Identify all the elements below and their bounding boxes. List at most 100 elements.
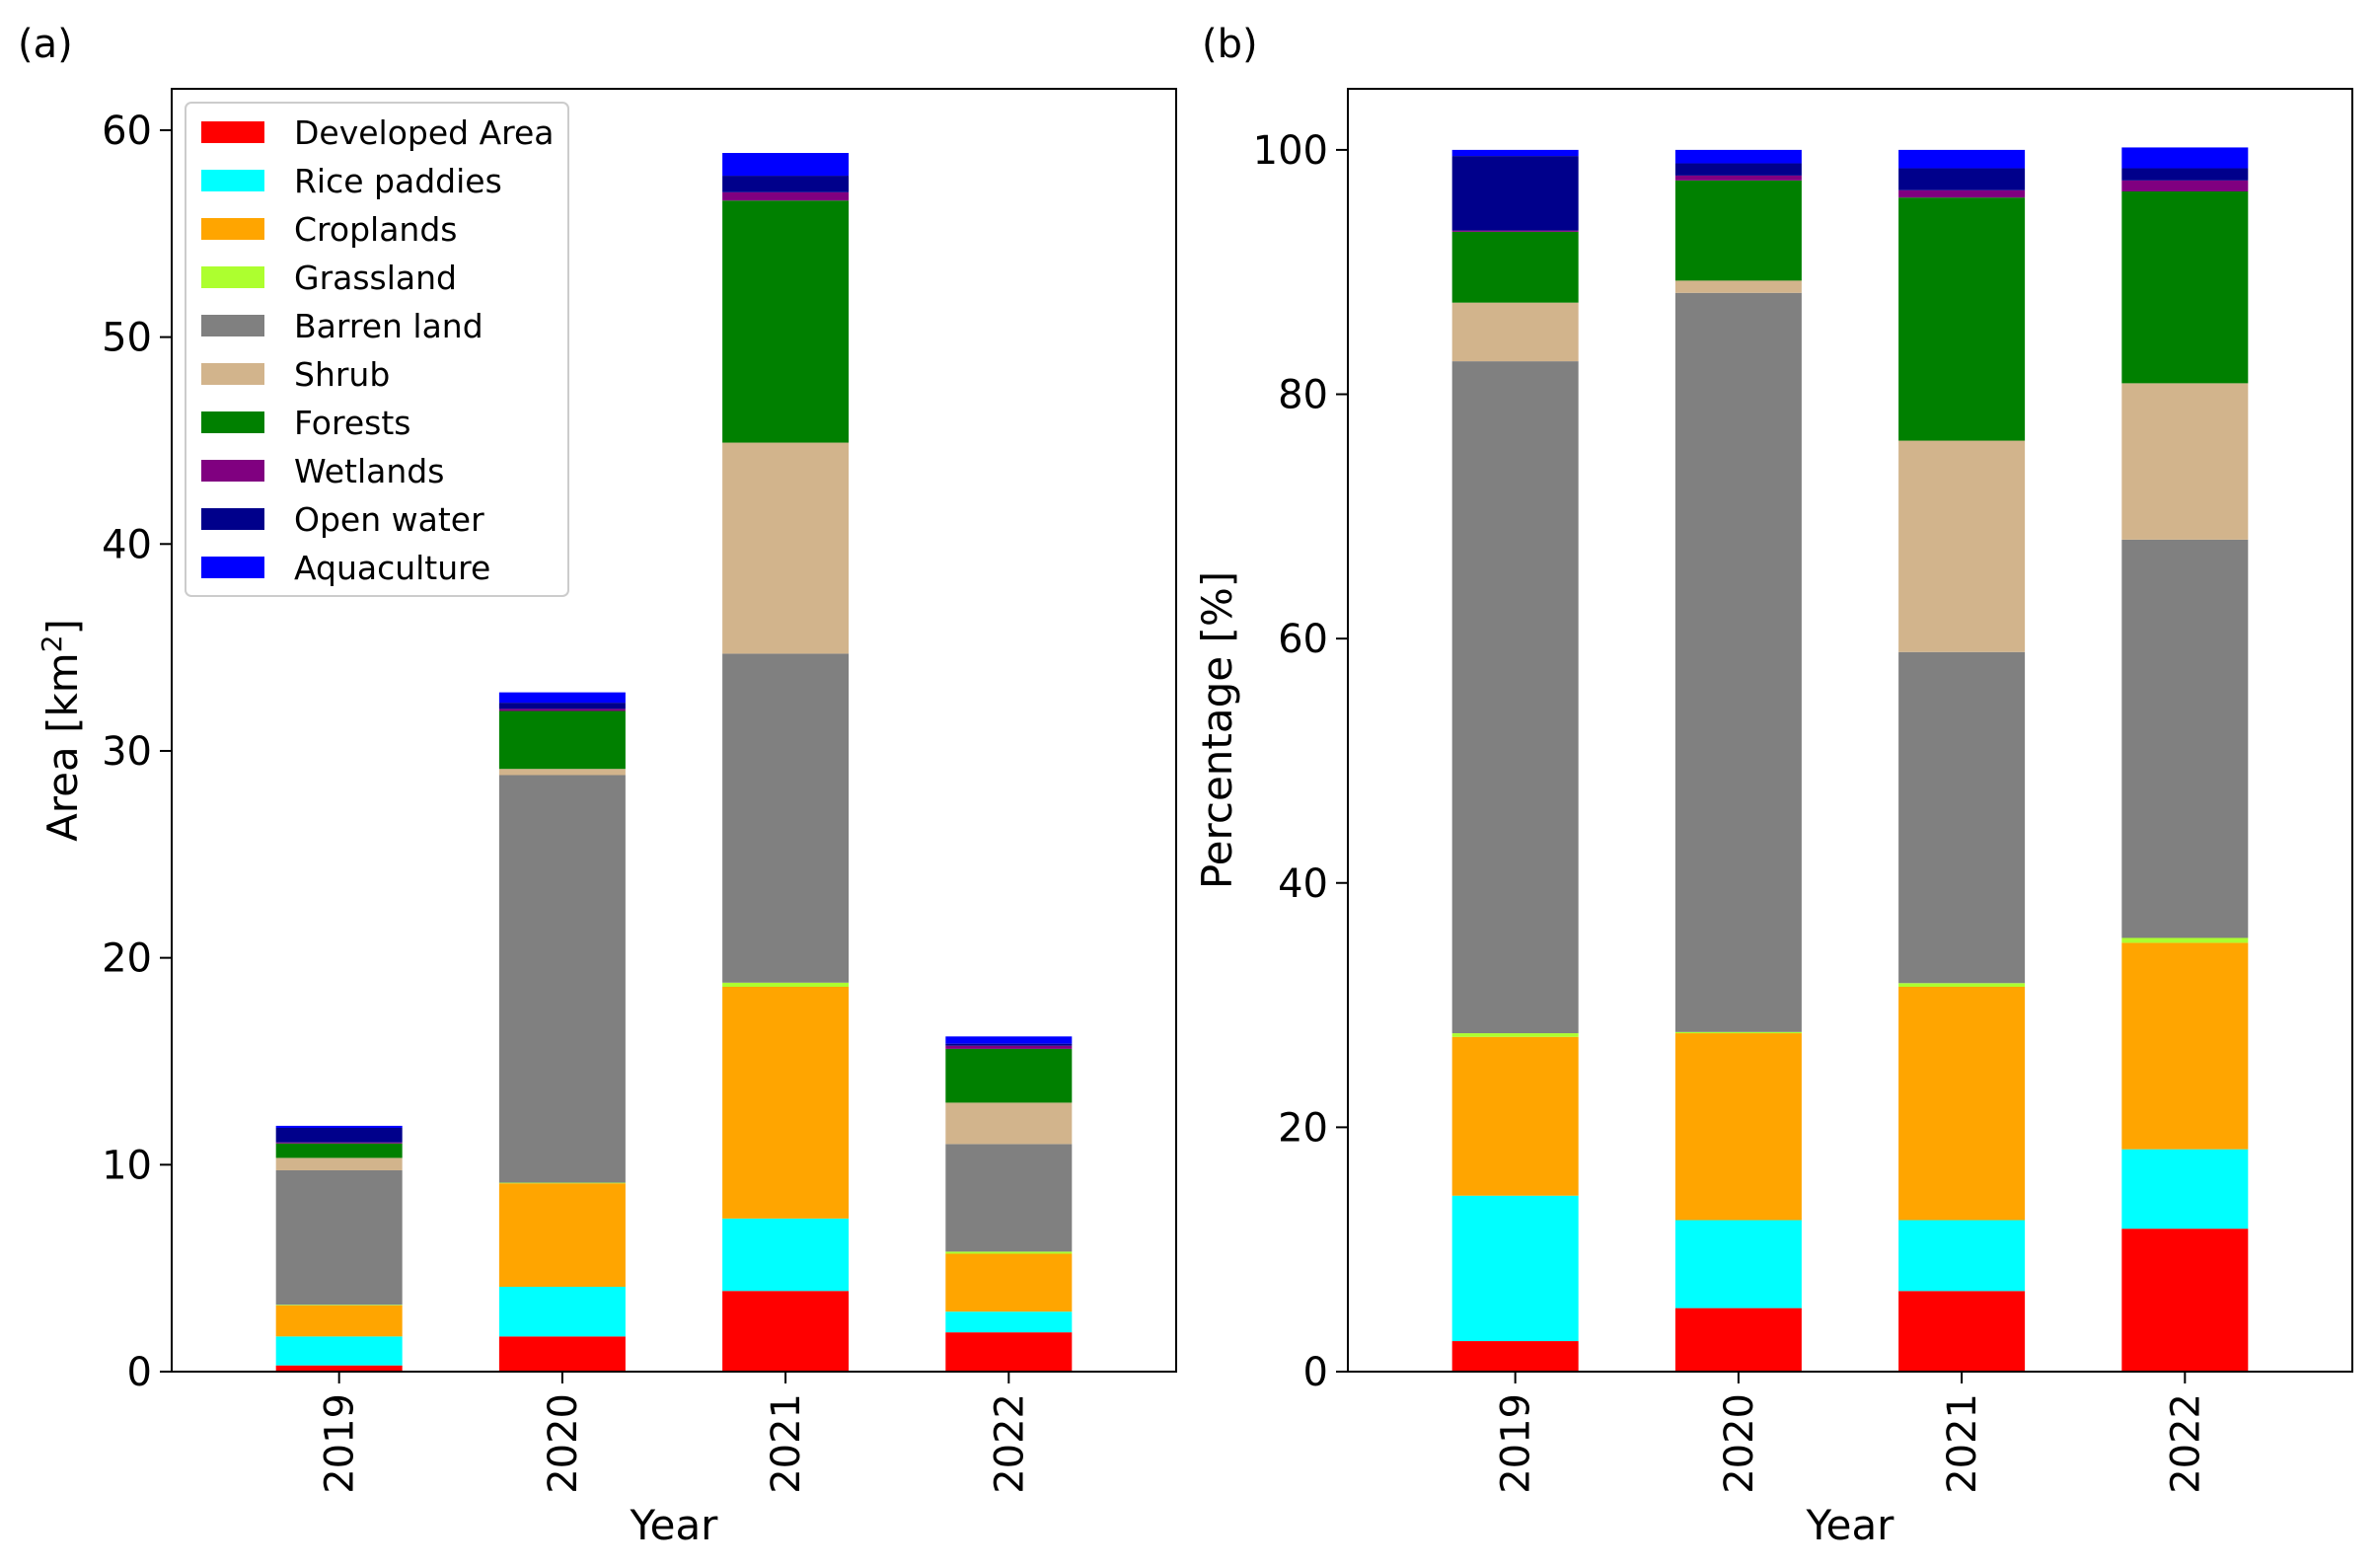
bar-a-2021-developed-area	[722, 1291, 850, 1372]
panel-label-a: (a)	[18, 22, 73, 67]
x-tick-label-a-2020: 2020	[541, 1393, 586, 1494]
bar-b-2019-open-water	[1451, 156, 1579, 231]
panel-label-b: (b)	[1202, 22, 1258, 67]
legend-label-rice-paddies: Rice paddies	[294, 162, 502, 200]
legend-swatch-barren-land	[201, 315, 264, 336]
y-tick-label-b-60: 60	[1278, 617, 1328, 662]
legend-swatch-wetlands	[201, 460, 264, 482]
y-tick-label-a-40: 40	[102, 522, 152, 567]
bar-b-2021-grassland	[1898, 983, 2026, 987]
bar-b-2020-shrub	[1674, 280, 1802, 293]
x-tick-label-a-2021: 2021	[764, 1393, 809, 1494]
bar-a-2020-barren-land	[498, 775, 626, 1183]
bar-b-2020-grassland	[1674, 1031, 1802, 1034]
legend-swatch-shrub	[201, 363, 264, 385]
y-tick-label-a-0: 0	[127, 1350, 152, 1395]
x-tick-label-b-2020: 2020	[1717, 1393, 1762, 1494]
bar-a-2022-croplands	[945, 1253, 1073, 1312]
bar-b-2022-wetlands	[2121, 180, 2249, 191]
bar-a-2020-forests	[498, 710, 626, 770]
legend-items: Developed Area Rice paddies Croplands Grass…	[201, 113, 555, 587]
bar-a-2021-forests	[722, 200, 850, 443]
legend-swatch-rice-paddies	[201, 170, 264, 191]
bar-b-2020-forests	[1674, 180, 1802, 281]
bar-a-2022-barren-land	[945, 1144, 1073, 1252]
bar-a-2022-open-water	[945, 1043, 1073, 1046]
bar-b-2020-wetlands	[1674, 175, 1802, 181]
legend-label-aquaculture: Aquaculture	[294, 549, 490, 587]
bar-b-2022-shrub	[2121, 383, 2249, 540]
legend-box	[185, 102, 569, 597]
bar-a-2019-grassland	[275, 1305, 403, 1306]
bar-a-2019-forests	[275, 1143, 403, 1158]
bar-a-2020-rice-paddies	[498, 1287, 626, 1337]
bar-b-2019-developed-area	[1451, 1341, 1579, 1372]
x-tick-label-b-2021: 2021	[1940, 1393, 1985, 1494]
legend-label-forests: Forests	[294, 404, 410, 442]
legend-swatch-aquaculture	[201, 557, 264, 578]
bar-a-2021-croplands	[722, 987, 850, 1219]
y-tick-label-b-80: 80	[1278, 373, 1328, 418]
bar-a-2021-open-water	[722, 176, 850, 192]
bars-a	[275, 153, 1073, 1372]
legend-label-developed-area: Developed Area	[294, 113, 555, 152]
bar-a-2022-forests	[945, 1048, 1073, 1103]
bar-b-2020-rice-paddies	[1674, 1220, 1802, 1308]
bar-a-2020-aquaculture	[498, 692, 626, 704]
y-axis-title-b: Percentage [%]	[1193, 571, 1241, 889]
x-ticks-a: 2019 2020 2021 2022	[318, 1372, 1032, 1494]
bar-a-2022-rice-paddies	[945, 1311, 1073, 1333]
bar-b-2022-developed-area	[2121, 1229, 2249, 1372]
y-tick-label-a-60: 60	[102, 109, 152, 154]
legend-swatch-croplands	[201, 218, 264, 240]
y-tick-label-b-40: 40	[1278, 861, 1328, 907]
bar-a-2019-wetlands	[275, 1142, 403, 1144]
bar-b-2019-grassland	[1451, 1033, 1579, 1037]
bar-a-2019-developed-area	[275, 1365, 403, 1372]
bar-a-2021-barren-land	[722, 653, 850, 983]
bar-a-2022-shrub	[945, 1102, 1073, 1145]
bar-b-2021-croplands	[1898, 987, 2026, 1221]
bar-a-2021-grassland	[722, 982, 850, 987]
bar-a-2021-shrub	[722, 442, 850, 654]
y-axis-title-a: Area [km2]	[36, 619, 88, 842]
legend-label-shrub: Shrub	[294, 355, 390, 394]
bar-a-2019-croplands	[275, 1305, 403, 1337]
y-axis-title-a-tail: ]	[38, 619, 87, 635]
bar-b-2021-forests	[1898, 197, 2026, 441]
bar-a-2020-grassland	[498, 1182, 626, 1184]
bar-a-2019-shrub	[275, 1157, 403, 1170]
bar-b-2022-barren-land	[2121, 539, 2249, 938]
bar-b-2021-wetlands	[1898, 189, 2026, 198]
y-tick-label-a-50: 50	[102, 316, 152, 361]
bar-b-2021-rice-paddies	[1898, 1220, 2026, 1292]
y-tick-label-a-30: 30	[102, 729, 152, 775]
legend-label-grassland: Grassland	[294, 259, 457, 297]
x-tick-label-b-2022: 2022	[2163, 1393, 2208, 1494]
x-axis-title-a: Year	[630, 1501, 719, 1549]
chart-a: 0 10 20 30 40 50 60 2019 2020 2021 2022 Year Area…	[36, 88, 1177, 1549]
bar-b-2021-barren-land	[1898, 651, 2026, 984]
bar-a-2020-wetlands	[498, 709, 626, 711]
bar-b-2022-rice-paddies	[2121, 1149, 2249, 1230]
bar-b-2022-grassland	[2121, 937, 2249, 943]
y-tick-label-a-20: 20	[102, 936, 152, 982]
y-ticks-a: 0 10 20 30 40 50 60	[102, 109, 172, 1395]
bar-a-2020-developed-area	[498, 1336, 626, 1372]
x-tick-label-b-2019: 2019	[1494, 1393, 1539, 1494]
x-ticks-b: 2019 2020 2021 2022	[1494, 1372, 2208, 1494]
bar-a-2020-shrub	[498, 769, 626, 776]
bar-a-2022-aquaculture	[945, 1036, 1073, 1044]
bar-a-2022-grassland	[945, 1251, 1073, 1254]
x-axis-title-b: Year	[1806, 1501, 1895, 1549]
bar-b-2020-barren-land	[1674, 292, 1802, 1032]
legend-label-barren-land: Barren land	[294, 307, 483, 345]
bar-b-2019-croplands	[1451, 1036, 1579, 1196]
bar-b-2022-forests	[2121, 191, 2249, 384]
plot-frame-b	[1347, 88, 2353, 1373]
y-tick-label-b-100: 100	[1253, 128, 1328, 174]
bar-b-2020-developed-area	[1674, 1307, 1802, 1372]
bars-b	[1451, 147, 2249, 1372]
bar-a-2022-developed-area	[945, 1332, 1073, 1372]
